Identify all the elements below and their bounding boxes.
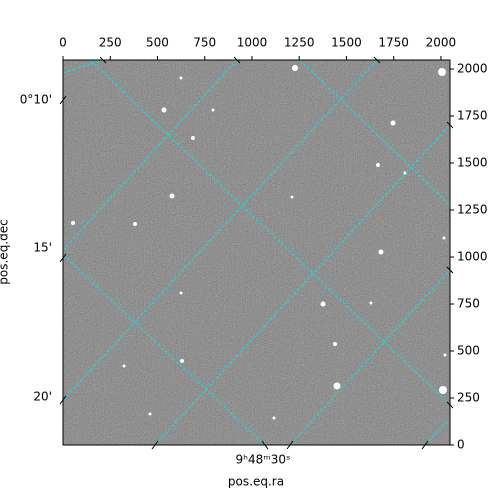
x-axis-label: pos.eq.ra	[228, 475, 284, 489]
y-tick-label: 1500	[457, 156, 488, 170]
y-tick-label: 1750	[457, 109, 488, 123]
y-tick-label: 2000	[457, 62, 488, 76]
dec-tick-label: 15'	[33, 241, 52, 255]
x-tick-label: 1250	[284, 36, 315, 50]
y-tick-label: 1250	[457, 203, 488, 217]
dec-tick-label: 20'	[33, 390, 52, 404]
y-tick-label: 1000	[457, 250, 488, 264]
x-tick-label: 500	[146, 36, 169, 50]
y-tick-label: 0	[457, 438, 465, 452]
axes-frame	[62, 59, 451, 446]
ra-tick-label: 9ʰ48ᵐ30ˢ	[236, 453, 291, 467]
x-tick-label: 1750	[378, 36, 409, 50]
dec-tick-label: 0°10'	[20, 93, 52, 107]
x-tick-label: 750	[193, 36, 216, 50]
y-tick-label: 500	[457, 344, 480, 358]
x-tick-label: 0	[59, 36, 67, 50]
x-tick-label: 2000	[426, 36, 457, 50]
x-tick-label: 250	[99, 36, 122, 50]
x-tick-label: 1500	[331, 36, 362, 50]
sky-image	[63, 60, 450, 445]
y-tick-label: 250	[457, 391, 480, 405]
y-axis-label: pos.eq.dec	[0, 219, 11, 284]
world-ticks	[59, 56, 454, 450]
coordinate-grid	[63, 60, 450, 445]
x-tick-label: 1000	[237, 36, 268, 50]
y-tick-label: 750	[457, 297, 480, 311]
